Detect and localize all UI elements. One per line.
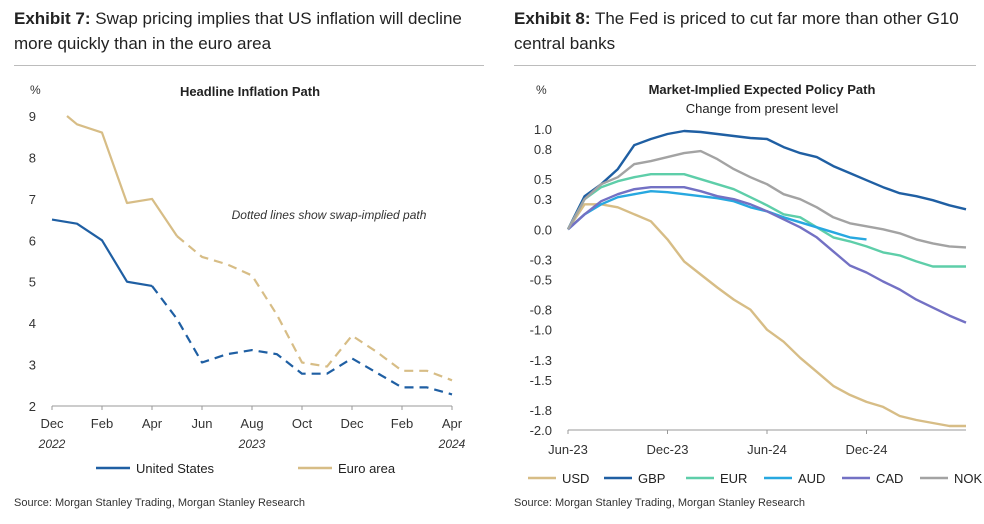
legend-label-nok: NOK bbox=[954, 471, 983, 486]
y-tick-label: 1.0 bbox=[534, 122, 552, 137]
y-tick-label: -1.3 bbox=[530, 353, 552, 368]
series-nok-line bbox=[566, 149, 967, 249]
series-euro-area-actual-line bbox=[66, 115, 178, 237]
y-tick-label: 0.3 bbox=[534, 192, 552, 207]
y-tick-label: 0.5 bbox=[534, 172, 552, 187]
legend-label-united-states: United States bbox=[136, 461, 215, 476]
x-tick-label: Jun-24 bbox=[747, 442, 787, 457]
x-tick-label: Dec-24 bbox=[846, 442, 888, 457]
series-united-states-actual-line bbox=[51, 218, 153, 287]
legend-label-eur: EUR bbox=[720, 471, 747, 486]
chart-annotation: Dotted lines show swap-implied path bbox=[232, 208, 427, 222]
y-tick-label: -0.5 bbox=[530, 273, 552, 288]
x-tick-label: Dec-23 bbox=[647, 442, 689, 457]
x-tick-label: Jun bbox=[192, 416, 213, 431]
y-tick-label: 7 bbox=[29, 192, 36, 207]
x-tick-label: Aug bbox=[240, 416, 263, 431]
series-united-states-implied-line bbox=[151, 285, 453, 396]
year-label: 2022 bbox=[38, 437, 66, 451]
y-tick-label: 6 bbox=[29, 233, 36, 248]
x-tick-label: Oct bbox=[292, 416, 313, 431]
legend-label-cad: CAD bbox=[876, 471, 903, 486]
legend-label-gbp: GBP bbox=[638, 471, 665, 486]
legend-label-aud: AUD bbox=[798, 471, 825, 486]
x-tick-label: Dec bbox=[40, 416, 64, 431]
x-tick-label: Apr bbox=[142, 416, 163, 431]
x-tick-label: Feb bbox=[391, 416, 413, 431]
exhibit-8-header: Exhibit 8: The Fed is priced to cut far … bbox=[514, 6, 984, 56]
series-gbp-line bbox=[566, 129, 967, 230]
exhibit-8-divider bbox=[514, 65, 976, 66]
exhibit-8-panel: Exhibit 8: The Fed is priced to cut far … bbox=[492, 0, 984, 524]
y-tick-label: 4 bbox=[29, 316, 36, 331]
y-tick-label: -0.8 bbox=[530, 303, 552, 318]
exhibit-7-label: Exhibit 7: bbox=[14, 9, 91, 28]
y-tick-label: -0.3 bbox=[530, 252, 552, 267]
year-label: 2024 bbox=[438, 437, 466, 451]
y-tick-label: 0.8 bbox=[534, 142, 552, 157]
x-tick-label: Jun-23 bbox=[548, 442, 588, 457]
series-euro-area-implied-line bbox=[176, 235, 453, 382]
y-tick-label: -1.5 bbox=[530, 373, 552, 388]
exhibit-7-divider bbox=[14, 65, 484, 66]
x-tick-label: Apr bbox=[442, 416, 463, 431]
policy-path-chart: Market-Implied Expected Policy Path Chang… bbox=[528, 82, 983, 486]
y-tick-label: 9 bbox=[29, 109, 36, 124]
x-tick-label: Feb bbox=[91, 416, 113, 431]
exhibit-7-source: Source: Morgan Stanley Trading, Morgan S… bbox=[14, 497, 306, 509]
exhibit-8-source: Source: Morgan Stanley Trading, Morgan S… bbox=[514, 497, 806, 509]
chart-title: Headline Inflation Path bbox=[180, 84, 320, 99]
exhibit-7-title: Swap pricing implies that US inflation w… bbox=[14, 9, 462, 53]
chart-subtitle: Change from present level bbox=[686, 101, 839, 116]
y-tick-label: 8 bbox=[29, 150, 36, 165]
y-tick-label: -2.0 bbox=[530, 423, 552, 438]
inflation-chart: Headline Inflation Path% 2 3 4 5 6 7 8 9 Dec Feb Ap… bbox=[29, 83, 466, 476]
chart-title: Market-Implied Expected Policy Path bbox=[649, 82, 876, 97]
y-axis-label: % bbox=[536, 83, 547, 97]
series-aud-line bbox=[567, 189, 867, 241]
series-eur-line bbox=[566, 172, 966, 268]
exhibit-7-panel: Exhibit 7: Swap pricing implies that US … bbox=[14, 6, 484, 509]
y-tick-label: -1.8 bbox=[530, 403, 552, 418]
x-tick-label: Dec bbox=[340, 416, 364, 431]
y-tick-label: 5 bbox=[29, 275, 36, 290]
legend-label-euro-area: Euro area bbox=[338, 461, 396, 476]
series-usd-line bbox=[567, 203, 966, 428]
y-tick-label: 3 bbox=[29, 358, 36, 373]
y-tick-label: -1.0 bbox=[530, 323, 552, 338]
legend-label-usd: USD bbox=[562, 471, 589, 486]
year-label: 2023 bbox=[238, 437, 266, 451]
y-tick-label: 0.0 bbox=[534, 222, 552, 237]
exhibit-8-title: The Fed is priced to cut far more than o… bbox=[514, 9, 959, 53]
y-axis-label: % bbox=[30, 83, 41, 97]
exhibit-8-label: Exhibit 8: bbox=[514, 9, 591, 28]
exhibit-7-header: Exhibit 7: Swap pricing implies that US … bbox=[14, 6, 484, 56]
y-tick-label: 2 bbox=[29, 399, 36, 414]
series-cad-line bbox=[567, 185, 967, 324]
